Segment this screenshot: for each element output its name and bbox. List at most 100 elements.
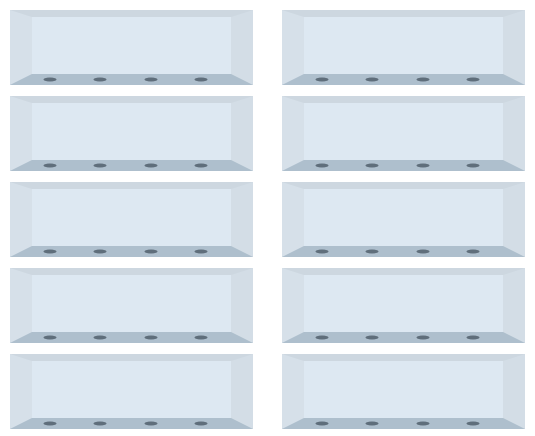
tile-bevel-top [10,354,253,361]
panel-tile-graphic [282,96,525,171]
tile-bevel-top [10,182,253,189]
tile-bevel-top [282,10,525,17]
tile-bevel-top [282,268,525,275]
screw-hole [365,249,379,254]
tile-bevel-bottom [10,246,253,257]
screw-hole [466,77,480,82]
tile-bevel-bottom [10,74,253,85]
tile-bevel-right [503,96,525,171]
panel-tile [10,268,253,343]
screw-hole [365,335,379,340]
tile-grid [10,10,525,429]
tile-bevel-left [10,96,32,171]
panel-tile-graphic [282,182,525,257]
screw-hole [365,77,379,82]
tile-face [304,189,503,246]
tile-face [32,189,231,246]
panel-tile [282,96,525,171]
tile-bevel-bottom [10,332,253,343]
screw-hole [466,249,480,254]
panel-tile-graphic [10,96,253,171]
panel-tile [10,354,253,429]
panel-tile-graphic [282,268,525,343]
panel-tile [282,268,525,343]
tile-bevel-left [10,268,32,343]
tile-bevel-left [10,354,32,429]
screw-hole [416,163,430,168]
panel-tile-graphic [282,354,525,429]
tile-bevel-top [282,354,525,361]
tile-bevel-left [282,96,304,171]
tile-face [304,361,503,418]
screw-hole [93,163,107,168]
screw-hole [194,421,208,426]
tile-bevel-top [282,182,525,189]
tile-face [304,17,503,74]
screw-hole [315,77,329,82]
tile-bevel-right [503,182,525,257]
screw-hole [194,335,208,340]
tile-bevel-bottom [10,160,253,171]
screw-hole [315,335,329,340]
tile-bevel-left [282,10,304,85]
panel-tile-graphic [10,354,253,429]
tile-bevel-left [10,182,32,257]
tile-bevel-top [282,96,525,103]
panel-tile [282,10,525,85]
tile-face [32,361,231,418]
tile-face [32,103,231,160]
screw-hole [315,249,329,254]
screw-hole [466,421,480,426]
panel-tile-graphic [10,182,253,257]
tile-bevel-bottom [282,332,525,343]
panel-tile [10,182,253,257]
tile-bevel-bottom [282,246,525,257]
tile-bevel-bottom [10,418,253,429]
screw-hole [194,77,208,82]
tile-face [32,17,231,74]
tile-bevel-top [10,10,253,17]
screw-hole [144,77,158,82]
screw-hole [194,249,208,254]
tile-bevel-right [231,182,253,257]
screw-hole [194,163,208,168]
screw-hole [93,421,107,426]
screw-hole [144,249,158,254]
panel-tile [282,354,525,429]
tile-face [304,103,503,160]
tile-bevel-left [282,354,304,429]
panel-tile [282,182,525,257]
tile-bevel-bottom [282,160,525,171]
screw-hole [93,335,107,340]
screw-hole [43,421,57,426]
tile-face [304,275,503,332]
screw-hole [466,163,480,168]
screw-hole [466,335,480,340]
screw-hole [144,421,158,426]
screw-hole [416,335,430,340]
tile-bevel-bottom [282,74,525,85]
screw-hole [144,163,158,168]
tile-bevel-right [231,96,253,171]
screw-hole [416,421,430,426]
tile-bevel-top [10,96,253,103]
tile-bevel-right [503,10,525,85]
screw-hole [93,249,107,254]
screw-hole [416,249,430,254]
tile-bevel-left [282,268,304,343]
panel-tile-graphic [282,10,525,85]
screw-hole [43,77,57,82]
screw-hole [93,77,107,82]
screw-hole [43,335,57,340]
tile-bevel-bottom [282,418,525,429]
screw-hole [416,77,430,82]
tile-bevel-left [10,10,32,85]
tile-bevel-right [503,354,525,429]
panel-tile-graphic [10,268,253,343]
tile-bevel-right [231,10,253,85]
panel-tile [10,10,253,85]
screw-hole [365,421,379,426]
screw-hole [43,163,57,168]
screw-hole [315,163,329,168]
tile-bevel-top [10,268,253,275]
